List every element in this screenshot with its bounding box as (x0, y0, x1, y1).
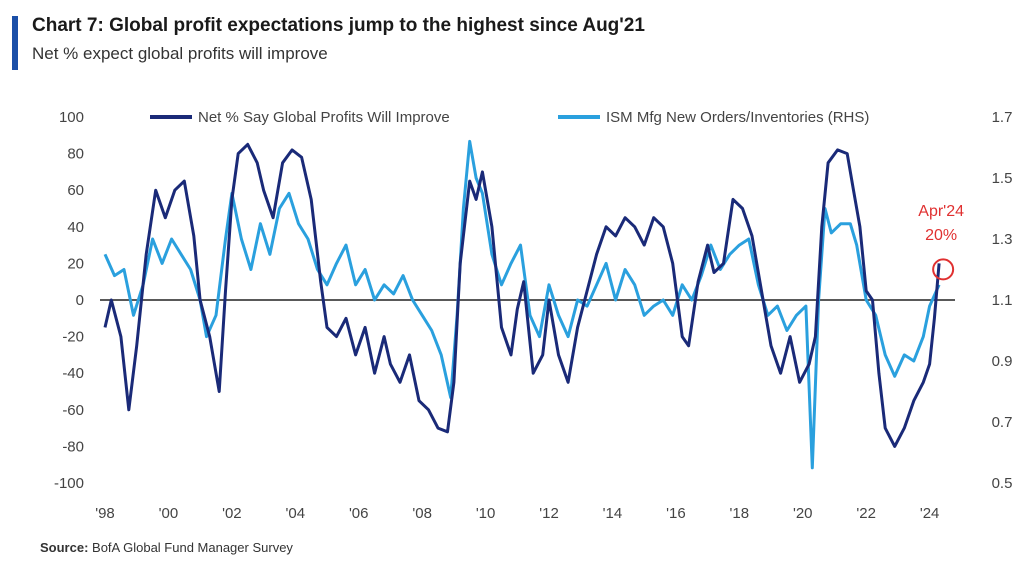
annotation-circle (932, 258, 955, 281)
source-label: Source: (40, 540, 89, 555)
left-tick-label: 20 (67, 255, 84, 272)
right-tick-label: 0.9 (992, 353, 1013, 370)
left-tick-label: -80 (62, 438, 84, 455)
legend: Net % Say Global Profits Will Improve ISM… (150, 109, 869, 126)
left-tick-label: -20 (62, 329, 84, 346)
x-tick-label: '24 (920, 505, 940, 522)
left-tick-label: 0 (76, 292, 84, 309)
x-tick-label: '00 (159, 505, 179, 522)
legend-label-net-profits: Net % Say Global Profits Will Improve (198, 109, 450, 126)
right-tick-label: 1.1 (992, 292, 1013, 309)
x-tick-label: '18 (730, 505, 750, 522)
left-tick-label: -60 (62, 402, 84, 419)
series-layer (103, 139, 941, 470)
right-axis: 1.7 1.5 1.3 1.1 0.9 0.7 0.5 (992, 109, 1013, 492)
annotation-label-value: 20% (925, 227, 957, 244)
x-tick-label: '06 (349, 505, 369, 522)
chart-title: Chart 7: Global profit expectations jump… (32, 15, 645, 36)
x-tick-label: '14 (603, 505, 623, 522)
left-tick-label: -100 (54, 475, 84, 492)
right-tick-label: 1.5 (992, 170, 1013, 187)
chart-subtitle: Net % expect global profits will improve (32, 44, 328, 63)
source-text: BofA Global Fund Manager Survey (92, 540, 293, 555)
annotation-label-date: Apr'24 (918, 203, 964, 220)
x-tick-label: '08 (412, 505, 432, 522)
left-tick-label: 80 (67, 146, 84, 163)
series-line-ism (103, 139, 941, 470)
left-tick-label: 100 (59, 109, 84, 126)
left-tick-label: -40 (62, 365, 84, 382)
left-axis: 100 80 60 40 20 0 -20 -40 -60 -80 -100 (54, 109, 84, 492)
x-tick-label: '20 (793, 505, 813, 522)
annotation: Apr'24 20% (918, 203, 964, 281)
right-tick-label: 1.7 (992, 109, 1013, 126)
x-tick-label: '16 (666, 505, 686, 522)
legend-label-ism: ISM Mfg New Orders/Inventories (RHS) (606, 109, 869, 126)
x-tick-label: '22 (856, 505, 876, 522)
right-tick-label: 0.7 (992, 414, 1013, 431)
x-tick-label: '04 (286, 505, 306, 522)
right-tick-label: 0.5 (992, 475, 1013, 492)
x-tick-label: '98 (95, 505, 115, 522)
series-line-net-profits (103, 142, 941, 448)
x-tick-label: '12 (539, 505, 559, 522)
x-tick-label: '10 (476, 505, 496, 522)
left-tick-label: 60 (67, 182, 84, 199)
right-tick-label: 1.3 (992, 231, 1013, 248)
source-note: Source: BofA Global Fund Manager Survey (40, 540, 293, 555)
x-axis: '98 '00 '02 '04 '06 '08 '10 '12 '14 '16 '18 '20 '22 '… (95, 505, 939, 522)
x-tick-label: '02 (222, 505, 242, 522)
title-accent-bar (12, 16, 18, 70)
left-tick-label: 40 (67, 219, 84, 236)
